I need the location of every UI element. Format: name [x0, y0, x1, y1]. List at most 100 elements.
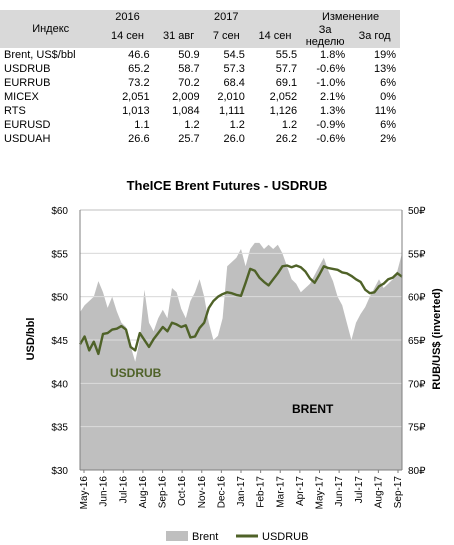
x-tick-label: Jun-17 — [334, 476, 345, 507]
x-tick-label: Feb-17 — [256, 476, 267, 508]
x-tick-label: May-16 — [79, 476, 90, 510]
column-header: 14 сен — [248, 24, 302, 48]
column-header: За год — [349, 24, 400, 48]
table-cell: 1,111 — [219, 105, 245, 117]
left-tick-label: $30 — [51, 466, 68, 477]
row-label: MICEX — [4, 91, 39, 103]
year-2016-header: 2016 — [101, 10, 154, 24]
table-cell: -0.6% — [316, 63, 346, 75]
table-cell: 50.9 — [178, 49, 200, 61]
header-spacer — [248, 10, 302, 24]
table-cell: 26.6 — [128, 133, 150, 145]
table-cell: 55.5 — [275, 49, 298, 61]
left-axis-title: USD/bbl — [25, 318, 37, 361]
row-label: USDUAH — [4, 133, 51, 145]
table-cell: 2,052 — [269, 91, 298, 103]
table-row: RTS 1,013 1,084 1,111 1,126 1.3% 11% — [0, 104, 400, 118]
table-cell: 1,013 — [122, 105, 150, 117]
market-table-panel: Индекс 2016 2017 Изменение 14 сен 31 авг… — [0, 0, 454, 170]
table-cell: 26.2 — [275, 133, 298, 145]
table-cell: 1.3% — [320, 105, 346, 117]
table-cell: 1,084 — [172, 105, 200, 117]
table-cell: -0.9% — [316, 119, 346, 131]
left-tick-label: $60 — [51, 206, 68, 217]
column-header: 7 сен — [203, 24, 249, 48]
table-cell: 2,009 — [172, 91, 200, 103]
right-tick-label: 65₽ — [408, 336, 426, 347]
right-tick-label: 70₽ — [408, 379, 426, 390]
table-cell: 1,126 — [269, 105, 298, 117]
x-tick-label: Aug-16 — [138, 476, 149, 509]
brent-usdrub-chart: TheICE Brent Futures - USDRUB $30$35$40$… — [25, 178, 443, 543]
table-cell: 2.1% — [320, 91, 346, 103]
table-cell: 25.7 — [178, 133, 200, 145]
legend-label-brent: Brent — [192, 531, 218, 543]
x-tick-label: Aug-17 — [373, 476, 384, 509]
row-label: RTS — [4, 105, 26, 117]
right-tick-label: 80₽ — [408, 466, 426, 477]
chart-legend: Brent USDRUB — [166, 531, 308, 543]
row-label: EURUSD — [4, 119, 51, 131]
table-subheader-row: 14 сен 31 авг 7 сен 14 сен За неделю За … — [0, 24, 400, 48]
chart-title: TheICE Brent Futures - USDRUB — [127, 178, 328, 193]
right-tick-label: 50₽ — [408, 206, 426, 217]
table-cell: 2,010 — [217, 91, 245, 103]
table-cell: 13% — [373, 63, 396, 75]
x-tick-label: Jul-16 — [118, 476, 129, 504]
right-tick-label: 60₽ — [408, 293, 426, 304]
x-tick-label: May-17 — [315, 476, 326, 510]
change-header: Изменение — [301, 10, 400, 24]
legend-label-usdrub: USDRUB — [262, 531, 308, 543]
table-cell: 1.2 — [281, 119, 298, 131]
header-spacer — [153, 10, 204, 24]
brent-annotation: BRENT — [292, 402, 334, 416]
table-row: EURUSD 1.1 1.2 1.2 1.2 -0.9% 6% — [0, 118, 400, 132]
table-cell: 69.1 — [275, 77, 298, 89]
table-row: USDRUB 65.2 58.7 57.3 57.7 -0.6% 13% — [0, 62, 400, 76]
x-tick-label: Oct-16 — [177, 476, 188, 506]
x-tick-label: Jan-17 — [236, 476, 247, 507]
left-tick-label: $35 — [51, 423, 68, 434]
right-axis-ticks: 80₽ 75₽ 70₽ 65₽ 60₽ 55₽ 50₽ — [408, 206, 426, 477]
table-cell: 2% — [380, 133, 396, 145]
table-cell: 57.7 — [275, 63, 298, 75]
x-tick-label: Mar-17 — [275, 476, 286, 508]
table-row: EURRUB 73.2 70.2 68.4 69.1 -1.0% 6% — [0, 76, 400, 90]
x-tick-label: Sep-17 — [393, 476, 404, 509]
usdrub-line — [78, 264, 403, 356]
table-cell: 68.4 — [223, 77, 245, 89]
plot-area — [78, 209, 403, 471]
table-cell: 19% — [373, 49, 396, 61]
year-2017-header: 2017 — [203, 10, 249, 24]
right-axis-title: RUB/US$ (inverted) — [431, 288, 443, 390]
table-cell: 11% — [374, 105, 396, 117]
x-tick-label: Jul-17 — [354, 476, 365, 504]
left-axis-ticks: $30 $35 $40 $45 $50 $55 $60 — [51, 206, 68, 477]
table-cell: 0% — [380, 91, 396, 103]
column-header: За неделю — [301, 24, 350, 48]
table-cell: 1.8% — [320, 49, 346, 61]
column-header: 31 авг — [153, 24, 204, 48]
x-tick-label: Dec-16 — [216, 476, 227, 509]
left-tick-label: $45 — [51, 336, 68, 347]
table-cell: -1.0% — [316, 77, 346, 89]
table-cell: 1.1 — [134, 119, 150, 131]
right-tick-label: 75₽ — [408, 423, 426, 434]
index-column-header: Индекс — [0, 10, 102, 48]
table-header-row: Индекс 2016 2017 Изменение — [0, 10, 400, 48]
x-tick-label: Jun-16 — [99, 476, 110, 507]
x-axis-ticks: May-16 Jun-16 Jul-16 Aug-16 Sep-16 Oct-16 Nov-… — [79, 470, 404, 509]
table-cell: 1.2 — [184, 119, 200, 131]
table-cell: 57.3 — [223, 63, 245, 75]
x-tick-label: Apr-17 — [295, 476, 306, 506]
left-tick-label: $55 — [51, 249, 68, 260]
column-header: 14 сен — [101, 24, 154, 48]
legend-swatch-brent — [166, 531, 188, 541]
row-label: EURRUB — [4, 77, 51, 89]
table-cell: 26.0 — [223, 133, 245, 145]
table-cell: 1.2 — [229, 119, 245, 131]
brent-area — [80, 242, 402, 470]
table-cell: 46.6 — [128, 49, 150, 61]
table-cell: -0.6% — [316, 133, 346, 145]
table-cell: 70.2 — [178, 77, 200, 89]
